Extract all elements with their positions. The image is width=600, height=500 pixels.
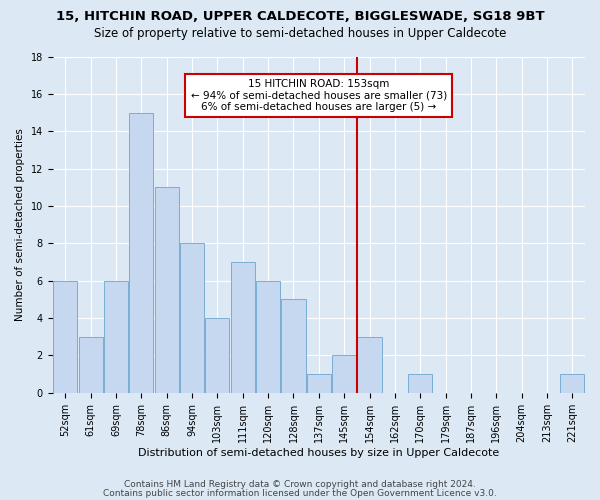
Text: Contains public sector information licensed under the Open Government Licence v3: Contains public sector information licen… <box>103 488 497 498</box>
X-axis label: Distribution of semi-detached houses by size in Upper Caldecote: Distribution of semi-detached houses by … <box>138 448 499 458</box>
Bar <box>358 337 382 393</box>
Bar <box>307 374 331 393</box>
Text: 15 HITCHIN ROAD: 153sqm
← 94% of semi-detached houses are smaller (73)
6% of sem: 15 HITCHIN ROAD: 153sqm ← 94% of semi-de… <box>191 79 447 112</box>
Y-axis label: Number of semi-detached properties: Number of semi-detached properties <box>15 128 25 321</box>
Bar <box>53 280 77 393</box>
Bar <box>256 280 280 393</box>
Bar <box>408 374 432 393</box>
Bar <box>281 300 305 393</box>
Text: Contains HM Land Registry data © Crown copyright and database right 2024.: Contains HM Land Registry data © Crown c… <box>124 480 476 489</box>
Bar <box>205 318 229 393</box>
Text: 15, HITCHIN ROAD, UPPER CALDECOTE, BIGGLESWADE, SG18 9BT: 15, HITCHIN ROAD, UPPER CALDECOTE, BIGGL… <box>56 10 544 23</box>
Text: Size of property relative to semi-detached houses in Upper Caldecote: Size of property relative to semi-detach… <box>94 28 506 40</box>
Bar <box>79 337 103 393</box>
Bar <box>231 262 255 393</box>
Bar <box>104 280 128 393</box>
Bar <box>560 374 584 393</box>
Bar <box>130 112 154 393</box>
Bar <box>155 188 179 393</box>
Bar <box>332 356 356 393</box>
Bar <box>180 244 204 393</box>
